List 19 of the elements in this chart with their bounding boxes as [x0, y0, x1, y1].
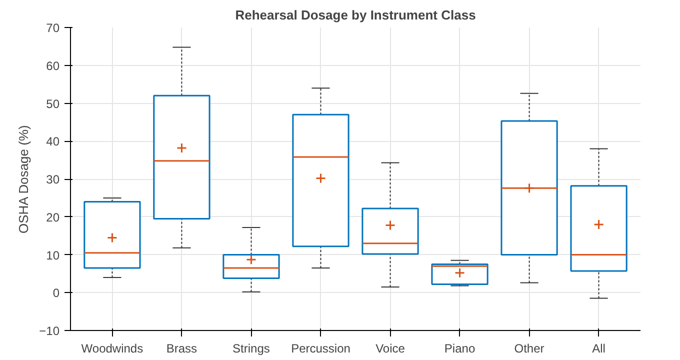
x-tick-label: Brass [166, 342, 198, 356]
y-tick-label: 40 [46, 134, 60, 149]
y-tick-label: 10 [46, 248, 60, 262]
x-tick-label: Woodwinds [81, 342, 144, 356]
y-tick-label: −10 [39, 324, 60, 338]
x-tick-label: Strings [232, 342, 270, 356]
x-tick-label: Other [514, 342, 544, 356]
y-tick-label: 0 [52, 286, 60, 300]
y-tick-label: 30 [46, 172, 60, 186]
y-tick-label: 20 [46, 210, 60, 224]
y-axis-title: OSHA Dosage (%) [16, 125, 32, 234]
x-tick-label: Percussion [291, 342, 350, 356]
x-tick-label: Voice [376, 342, 406, 356]
y-tick-label: 60 [46, 58, 60, 73]
chart-title: Rehearsal Dosage by Instrument Class [235, 8, 476, 22]
y-tick-label: 70 [46, 21, 60, 35]
y-tick-label: 50 [46, 96, 60, 111]
x-tick-label: All [592, 342, 606, 356]
x-tick-label: Piano [444, 342, 476, 356]
